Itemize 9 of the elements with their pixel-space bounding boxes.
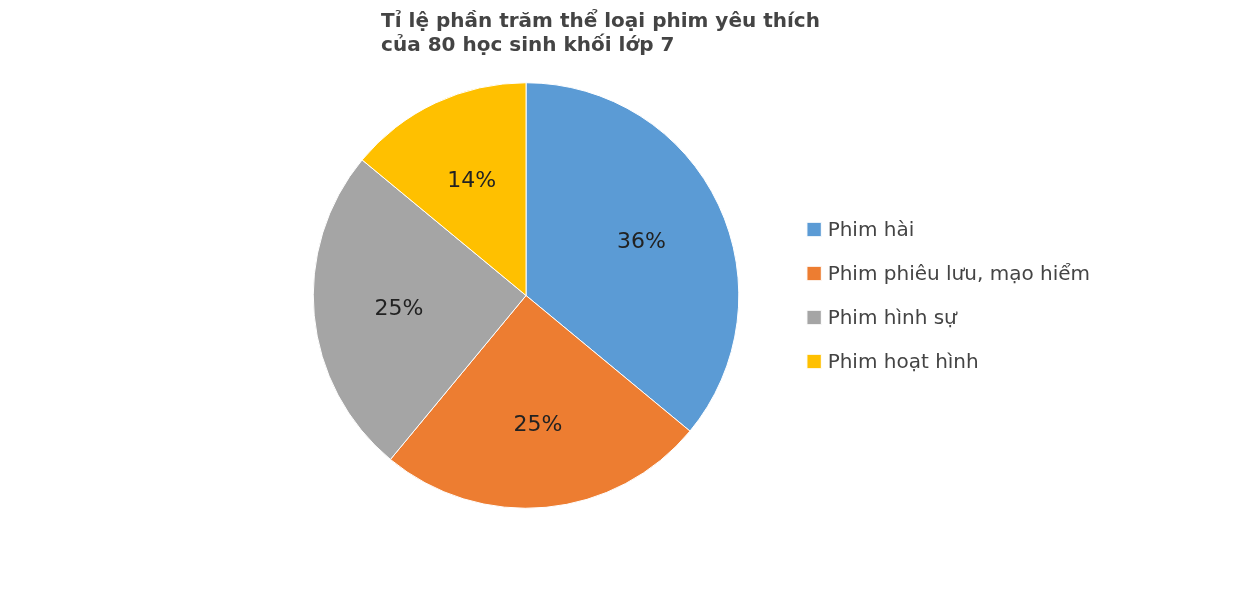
legend-label: Phim hoạt hình (827, 349, 979, 373)
legend-label: Phim phiêu lưu, mạo hiểm (827, 261, 1090, 285)
data-label: 25% (513, 410, 563, 436)
data-label: 14% (447, 167, 497, 193)
data-label: 25% (374, 295, 424, 321)
legend-label: Phim hài (827, 217, 915, 241)
legend-label: Phim hình sự (827, 305, 957, 329)
data-label: 36% (617, 228, 666, 254)
chart-title: Tỉ lệ phần trăm thể loại phim yêu thích của 80 học sinh khối lớp 7 (381, 7, 820, 56)
